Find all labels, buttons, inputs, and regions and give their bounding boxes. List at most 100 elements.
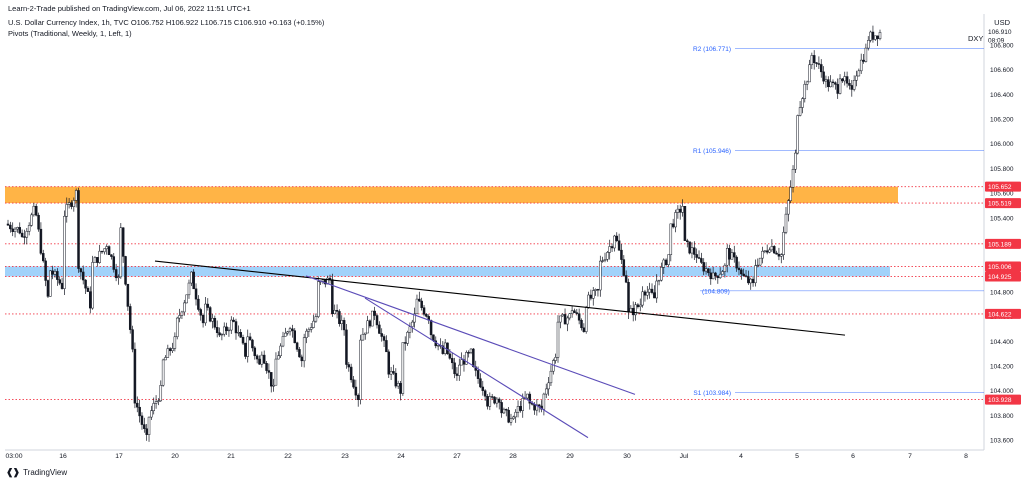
candle-up: [366, 320, 369, 334]
candle-down: [582, 327, 586, 332]
candle-down: [253, 347, 257, 357]
candle-down: [356, 394, 360, 400]
x-tick-label: 17: [115, 453, 123, 460]
time-axis[interactable]: 03:00 16 17 20 21 22 23 24 27 28 29 30 Jul 4 5 6 7 8: [5, 453, 968, 460]
candle-up: [161, 359, 165, 386]
level-price-label: 104.925: [988, 274, 1012, 281]
candle-up: [789, 187, 792, 201]
x-tick-label: 29: [566, 453, 574, 460]
candle-up: [526, 393, 529, 399]
candle-up: [147, 416, 151, 435]
candle-up: [272, 384, 275, 387]
candle-up: [32, 205, 36, 216]
price-zones: [5, 186, 898, 277]
candle-down: [81, 271, 85, 281]
candle-up: [878, 32, 882, 39]
candle-down: [493, 396, 496, 404]
candle-up: [305, 330, 308, 338]
candle-down: [817, 63, 821, 65]
candle-down: [354, 386, 358, 396]
candle-up: [676, 208, 680, 213]
candle-down: [671, 223, 675, 228]
candle-down: [244, 342, 247, 357]
candle-down: [375, 315, 379, 326]
candle-down: [385, 340, 388, 353]
candle-up: [93, 257, 97, 263]
candle-down: [425, 314, 428, 317]
candle-down: [831, 81, 835, 83]
candle-up: [185, 294, 188, 304]
candle-up: [190, 271, 193, 284]
trendlines[interactable]: [154, 260, 846, 439]
y-tick-label: 105.600: [990, 191, 1014, 198]
candle-down: [56, 271, 59, 280]
countdown-label: 08:09: [988, 37, 1005, 44]
y-tick-label: 104.400: [990, 339, 1014, 346]
candle-down: [500, 402, 503, 414]
candle-up: [554, 357, 557, 361]
level-price-label: 103.928: [988, 397, 1012, 404]
candle-up: [227, 329, 231, 332]
candle-down: [387, 351, 391, 375]
candle-down: [589, 294, 593, 299]
candle-down: [11, 228, 14, 232]
candle-up: [220, 333, 224, 336]
candle-up: [178, 315, 181, 319]
candle-up: [704, 268, 708, 272]
candle-up: [723, 264, 727, 272]
candle-up: [852, 79, 856, 90]
candle-down: [89, 291, 92, 309]
candle-up: [411, 321, 414, 327]
candle-down: [145, 428, 148, 435]
candle-up: [105, 246, 108, 250]
candle-up: [801, 98, 804, 108]
candle-up: [117, 276, 120, 279]
candle-up: [246, 336, 249, 357]
candle-up: [758, 257, 762, 266]
candle-up: [547, 382, 550, 390]
candle-up: [603, 259, 607, 261]
candle-down: [815, 62, 818, 64]
candle-down: [448, 353, 452, 359]
tradingview-logo-icon: ❰❱: [6, 467, 20, 477]
candle-down: [345, 329, 348, 365]
candle-up: [401, 342, 405, 394]
candle-down: [617, 240, 621, 251]
level-price-label: 105.519: [988, 201, 1012, 208]
candle-down: [44, 260, 47, 281]
candle-up: [509, 418, 513, 423]
candle-down: [128, 306, 132, 330]
candle-down: [871, 31, 875, 40]
candle-down: [298, 349, 301, 358]
candle-up: [415, 298, 419, 315]
candle-down: [573, 310, 576, 313]
candle-up: [279, 345, 282, 357]
candle-up: [166, 348, 170, 358]
candle-up: [838, 78, 842, 94]
candle-down: [841, 78, 844, 82]
candle-down: [258, 358, 261, 365]
tradingview-brand[interactable]: ❰❱ TradingView: [6, 467, 67, 478]
candle-up: [667, 254, 670, 266]
candle-up: [791, 168, 795, 188]
candle-up: [587, 294, 590, 308]
candle-down: [138, 406, 141, 417]
x-tick-label: 24: [397, 453, 405, 460]
candle-down: [650, 288, 654, 293]
candle-up: [173, 336, 177, 349]
candle-down: [133, 348, 137, 404]
candle-down: [213, 317, 217, 328]
candle-down: [615, 235, 619, 242]
candle-up: [321, 279, 325, 282]
candle-down: [208, 307, 212, 322]
candle-down: [822, 71, 825, 82]
x-tick-label: 21: [227, 453, 235, 460]
candle-down: [450, 358, 454, 364]
candle-up: [669, 223, 673, 255]
candle-up: [364, 332, 367, 335]
indicator-legend[interactable]: Pivots (Traditional, Weekly, 1, Left, 1): [8, 29, 132, 38]
candle-down: [112, 256, 116, 270]
candle-down: [60, 282, 64, 289]
x-tick-label: 22: [284, 453, 292, 460]
